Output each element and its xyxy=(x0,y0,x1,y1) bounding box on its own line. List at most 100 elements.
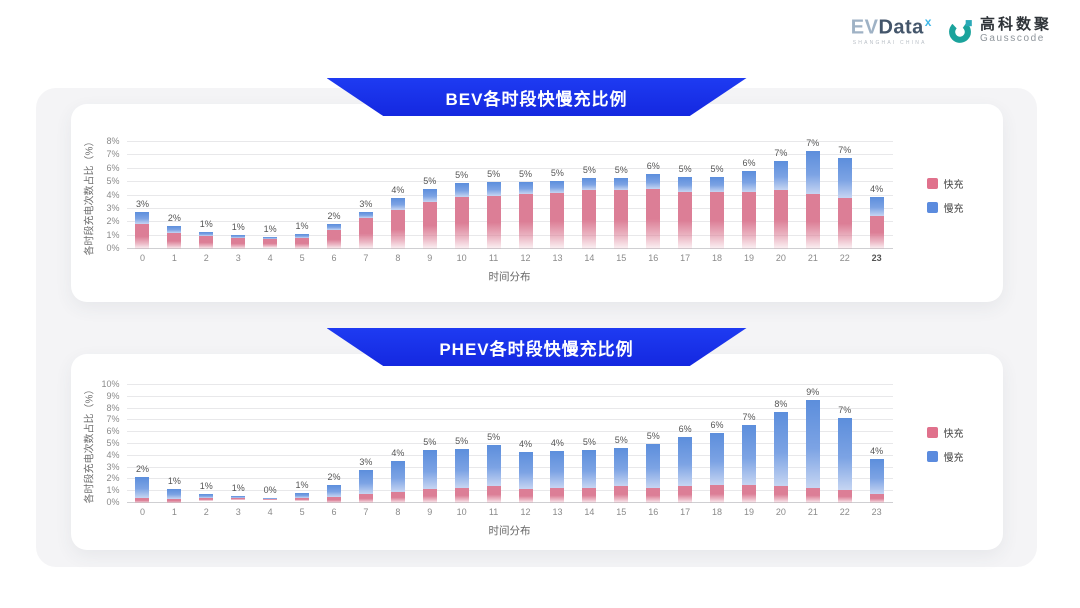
bar-hour-21[interactable]: 7% xyxy=(797,138,829,249)
fast-charge-segment xyxy=(837,198,852,249)
gridline xyxy=(126,248,893,249)
bar-value-label: 5% xyxy=(678,163,692,174)
bar-hour-2[interactable]: 1% xyxy=(190,385,222,503)
bar-hour-14[interactable]: 5% xyxy=(573,142,605,249)
slow-charge-segment xyxy=(390,460,405,492)
x-tick-label: 8 xyxy=(395,507,401,517)
x-tick-label: 20 xyxy=(775,507,786,517)
bar-hour-3[interactable]: 1% xyxy=(222,142,254,249)
bar-value-label: 1% xyxy=(295,221,309,232)
bar-hour-22[interactable]: 7% xyxy=(829,142,861,249)
gridline xyxy=(126,384,893,385)
legend-item-fast[interactable]: 快充 xyxy=(926,176,993,191)
x-tick-label: 15 xyxy=(616,253,627,263)
bar-hour-16[interactable]: 5% xyxy=(637,385,669,503)
bar-hour-13[interactable]: 5% xyxy=(541,142,573,249)
slow-charge-segment xyxy=(199,493,214,499)
x-tick-label: 6 xyxy=(331,507,337,517)
slow-charge-segment xyxy=(869,196,884,216)
bar-hour-20[interactable]: 8% xyxy=(765,385,797,503)
bar-hour-21[interactable]: 9% xyxy=(797,385,829,503)
fast-charge-segment xyxy=(518,488,533,503)
bar-hour-5[interactable]: 1% xyxy=(286,142,318,249)
bar-hour-7[interactable]: 3% xyxy=(350,142,382,249)
slow-charge-segment xyxy=(422,449,437,489)
slow-charge-segment xyxy=(869,459,884,495)
bar-hour-8[interactable]: 4% xyxy=(382,385,414,503)
bar-hour-20[interactable]: 7% xyxy=(765,142,797,249)
bar-hour-1[interactable]: 2% xyxy=(158,142,190,249)
bar-hour-23[interactable]: 4% xyxy=(861,385,893,503)
phev-y-axis-ticks: 0% 1% 2% 3% 4% 5% 6% 7% 8% 9% 10% xyxy=(95,379,127,507)
stacked-bar xyxy=(263,236,278,249)
bar-hour-17[interactable]: 5% xyxy=(669,142,701,249)
bar-hour-0[interactable]: 2% xyxy=(127,385,159,503)
bar-hour-4[interactable]: 0% xyxy=(254,385,286,503)
bar-hour-4[interactable]: 1% xyxy=(254,142,286,249)
bar-hour-2[interactable]: 1% xyxy=(190,142,222,249)
stacked-bar xyxy=(358,469,373,503)
bar-hour-22[interactable]: 7% xyxy=(829,385,861,503)
stacked-bar xyxy=(135,211,150,249)
fast-charge-segment xyxy=(326,229,341,249)
bar-hour-19[interactable]: 7% xyxy=(733,385,765,503)
bar-value-label: 1% xyxy=(231,482,245,493)
x-tick-label: 21 xyxy=(807,253,818,263)
stacked-bar xyxy=(582,178,597,249)
bar-hour-7[interactable]: 3% xyxy=(350,385,382,503)
bar-hour-18[interactable]: 6% xyxy=(701,385,733,503)
phev-plot-area: 2% 1% 1% 1% 0% 1% 2% 3% 4% 5% 5% 5% 4% 4% 5% 5% 5% 6% 6% 7%… xyxy=(126,384,893,504)
bar-hour-10[interactable]: 5% xyxy=(446,142,478,249)
bar-hour-15[interactable]: 5% xyxy=(605,385,637,503)
slow-charge-segment xyxy=(614,447,629,487)
bar-hour-19[interactable]: 6% xyxy=(733,142,765,249)
x-tick-label: 11 xyxy=(488,507,499,517)
legend-item-slow[interactable]: 慢充 xyxy=(926,200,993,215)
bar-hour-12[interactable]: 5% xyxy=(510,142,542,249)
stacked-bar xyxy=(231,234,246,249)
bar-hour-18[interactable]: 5% xyxy=(701,142,733,249)
bar-value-label: 5% xyxy=(582,436,596,447)
bar-hour-17[interactable]: 6% xyxy=(669,385,701,503)
stacked-bar xyxy=(837,418,852,503)
stacked-bar xyxy=(454,183,469,249)
stacked-bar xyxy=(518,182,533,249)
bar-hour-3[interactable]: 1% xyxy=(222,385,254,503)
bar-hour-16[interactable]: 6% xyxy=(637,142,669,249)
legend-swatch-icon xyxy=(926,450,938,462)
bar-value-label: 5% xyxy=(455,435,469,446)
bar-hour-5[interactable]: 1% xyxy=(286,385,318,503)
bar-hour-10[interactable]: 5% xyxy=(446,385,478,504)
bar-value-label: 4% xyxy=(391,185,405,196)
bar-hour-12[interactable]: 4% xyxy=(510,385,542,503)
slow-charge-segment xyxy=(678,176,693,192)
bar-hour-6[interactable]: 2% xyxy=(318,142,350,249)
bar-hour-9[interactable]: 5% xyxy=(414,385,446,503)
bar-hour-11[interactable]: 5% xyxy=(478,385,510,503)
x-tick-label: 10 xyxy=(456,253,467,263)
bar-hour-6[interactable]: 2% xyxy=(318,385,350,503)
legend-swatch-icon xyxy=(926,202,938,213)
legend-item-fast[interactable]: 快充 xyxy=(926,425,993,440)
bar-hour-0[interactable]: 3% xyxy=(127,142,159,249)
bar-hour-15[interactable]: 5% xyxy=(605,142,637,249)
bar-hour-14[interactable]: 5% xyxy=(573,385,605,503)
legend-item-slow[interactable]: 慢充 xyxy=(926,449,993,464)
bev-plot-area: 3% 2% 1% 1% 1% 1% 2% 3% 4% 5% 5% 5% 5% 5% 5% 5% 6% 5% 5% 6%… xyxy=(126,138,893,249)
bar-hour-8[interactable]: 4% xyxy=(382,142,414,249)
x-tick-label: 1 xyxy=(171,253,177,263)
bar-hour-11[interactable]: 5% xyxy=(478,142,510,249)
slow-charge-segment xyxy=(422,188,437,203)
y-tick-label: 3% xyxy=(106,461,120,472)
bar-hour-13[interactable]: 4% xyxy=(541,385,573,503)
legend-label: 快充 xyxy=(943,180,964,191)
bar-hour-1[interactable]: 1% xyxy=(158,385,190,503)
bar-hour-23[interactable]: 4% xyxy=(861,142,893,249)
slow-charge-segment xyxy=(805,400,820,488)
bar-hour-9[interactable]: 5% xyxy=(414,142,446,249)
fast-charge-segment xyxy=(805,487,820,503)
y-tick-label: 8% xyxy=(106,402,120,413)
gridline xyxy=(126,490,893,492)
gridline xyxy=(126,454,893,456)
y-tick-label: 4% xyxy=(106,449,120,460)
